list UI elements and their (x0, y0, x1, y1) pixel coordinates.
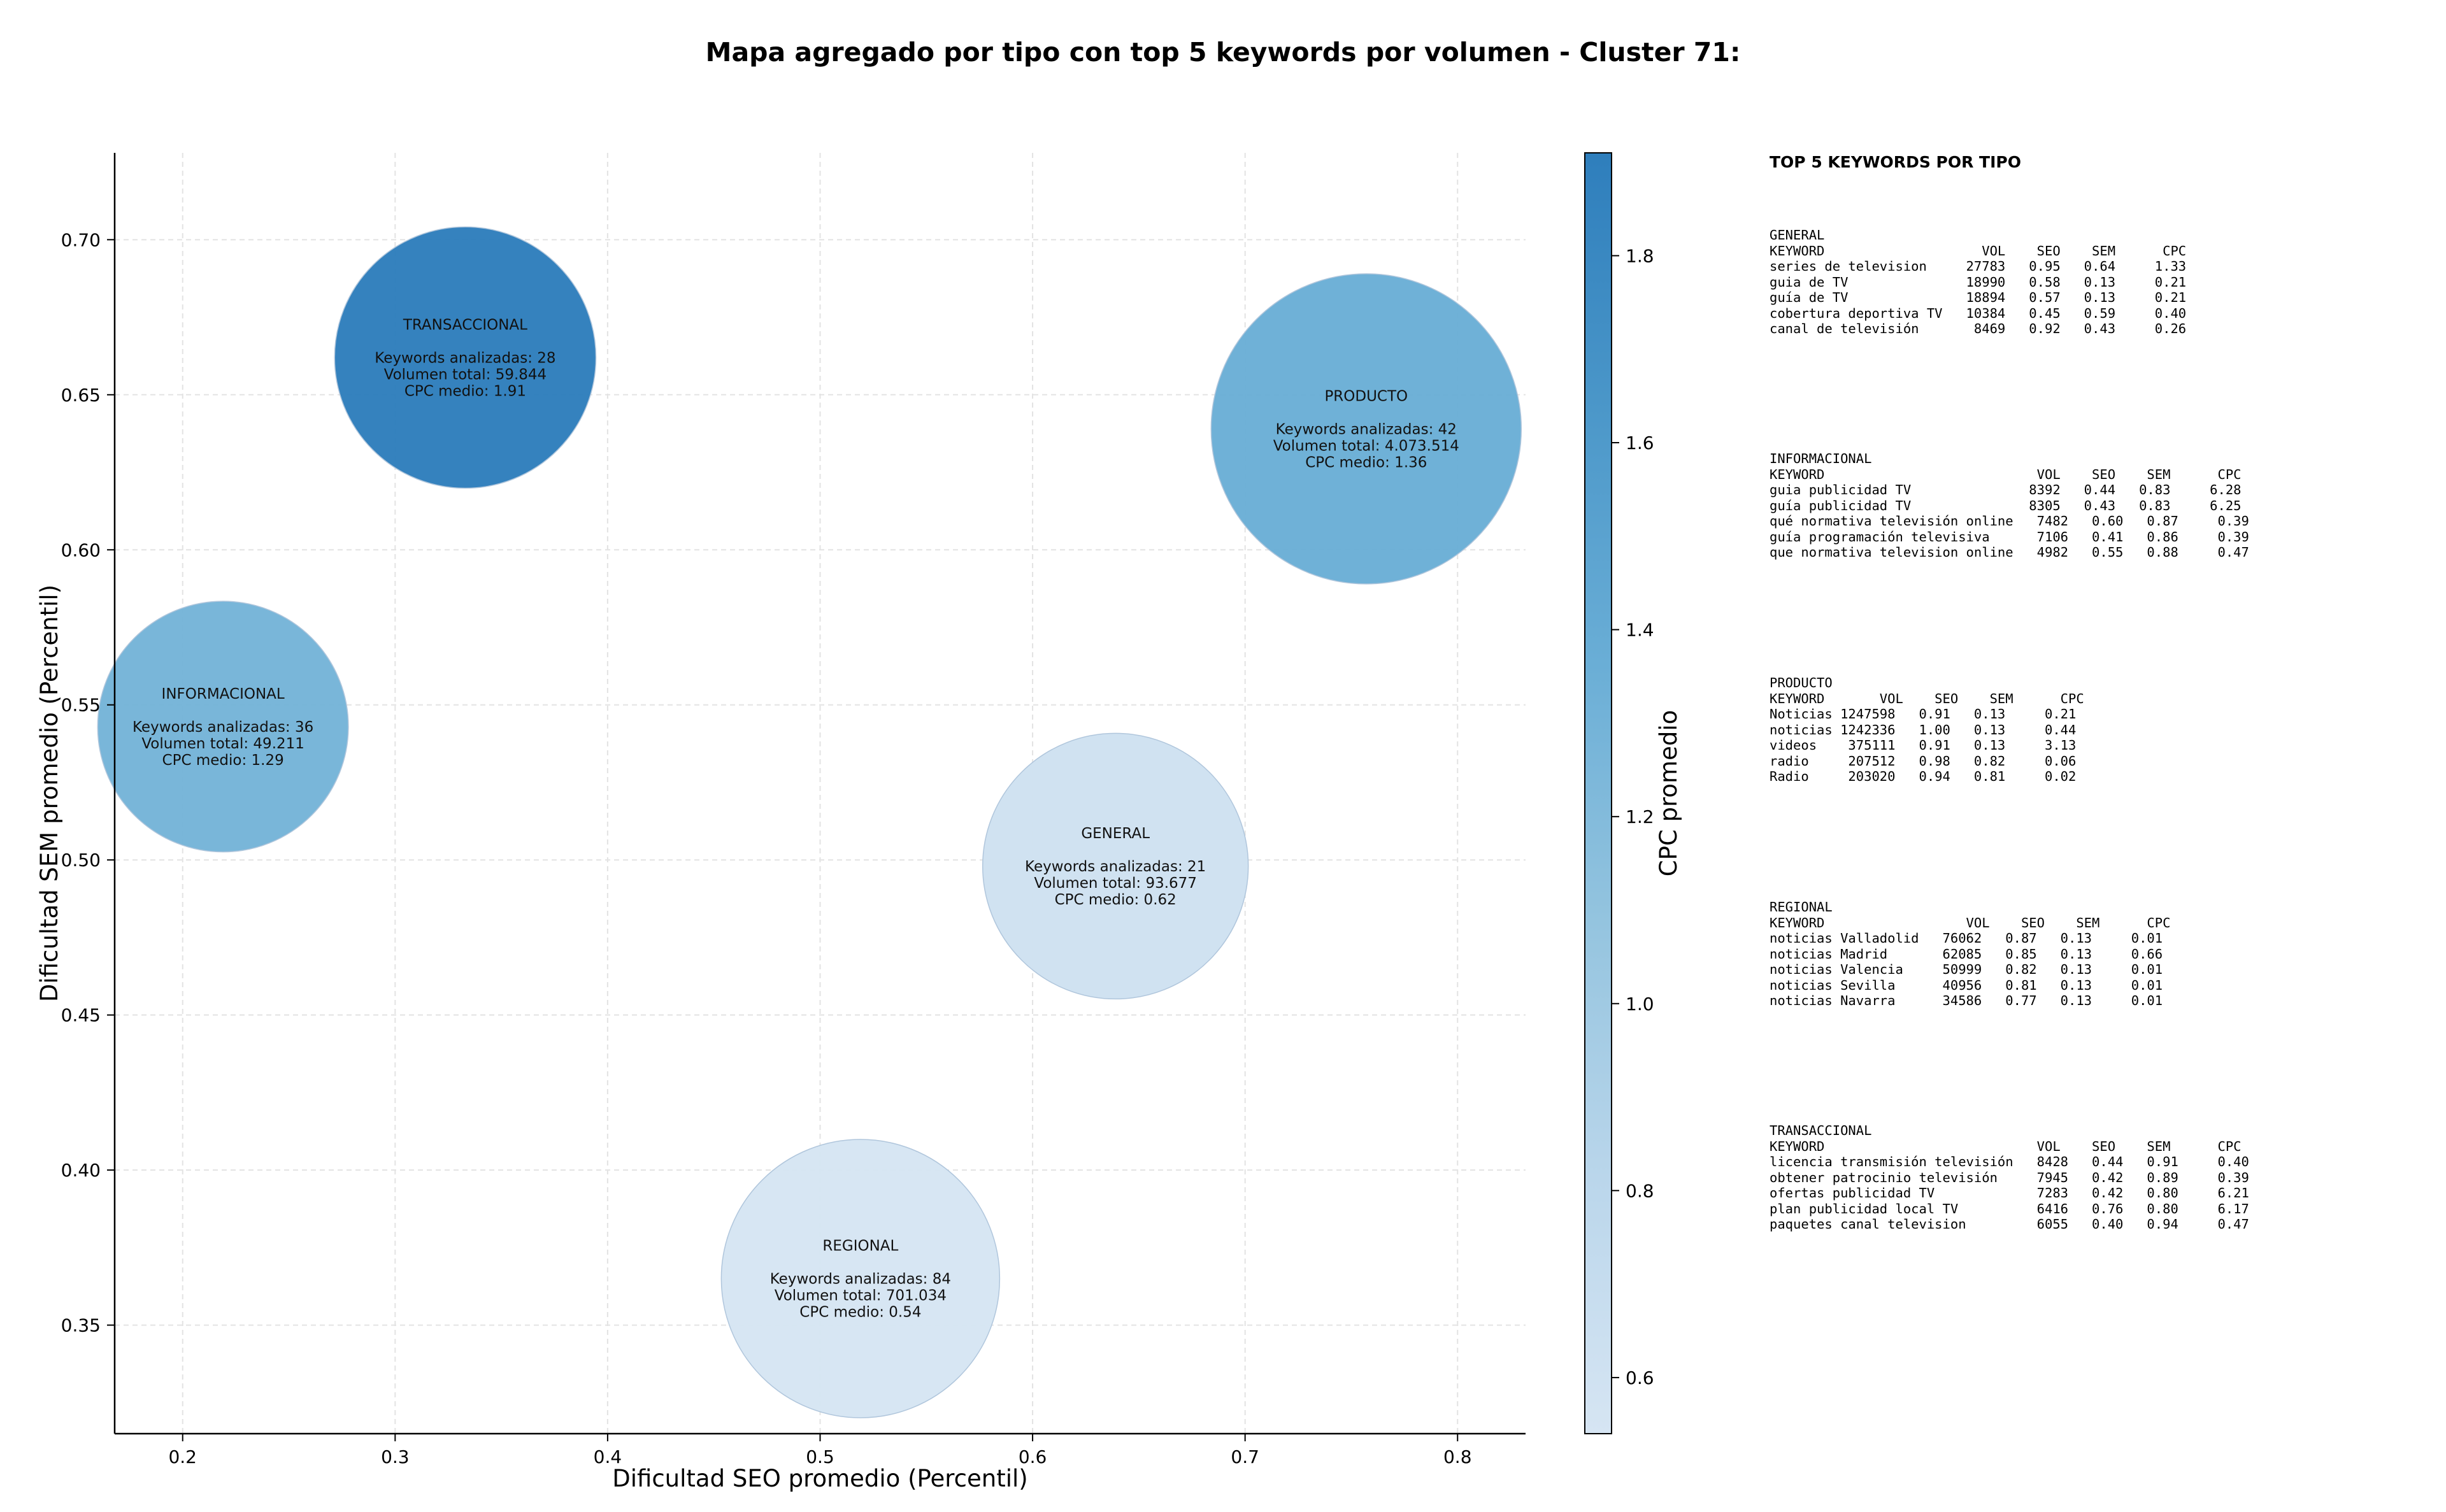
keyword-row: canal de televisión 8469 0.92 0.43 0.26 (1770, 321, 2187, 336)
colorbar: 0.6 0.8 1.0 1.2 1.4 1.6 1.8 CPC promedio (1584, 152, 1682, 1434)
keyword-block-regional: REGIONAL KEYWORD VOL SEO SEM CPC noticias … (1770, 899, 2170, 1009)
keyword-table-header: KEYWORD VOL SEO SEM CPC (1770, 690, 2084, 706)
bubble-label-general: CPC medio: 0.62 (1055, 892, 1177, 908)
bubble-label-transaccional: Keywords analizadas: 28 (375, 350, 555, 366)
bubble-label-producto: Keywords analizadas: 42 (1276, 421, 1457, 438)
keyword-block-general: GENERAL KEYWORD VOL SEO SEM CPC series de … (1770, 227, 2186, 337)
x-tick-label: 0.8 (1443, 1446, 1472, 1467)
axes: 0.2 0.3 0.4 0.5 0.6 0.7 0.8 0.35 0.40 0.45 0.50 0.5… (36, 153, 1526, 1492)
keyword-row: guía programación televisiva 7106 0.41 0… (1770, 529, 2249, 545)
colorbar-label: CPC promedio (1655, 710, 1682, 876)
x-tick-label: 0.7 (1231, 1446, 1259, 1467)
keyword-block-producto: PRODUCTO KEYWORD VOL SEO SEM CPC Noticias … (1770, 675, 2084, 785)
keyword-row: cobertura deportiva TV 10384 0.45 0.59 0… (1770, 305, 2187, 321)
keyword-row: Radio 203020 0.94 0.81 0.02 (1770, 769, 2077, 784)
bubble-label-general: Volumen total: 93.677 (1034, 875, 1197, 892)
x-tick-label: 0.5 (806, 1446, 834, 1467)
keyword-row: noticias Valencia 50999 0.82 0.13 0.01 (1770, 962, 2163, 977)
colorbar-gradient (1584, 152, 1612, 1434)
bubble-label-general: Keywords analizadas: 21 (1025, 859, 1206, 875)
colorbar-tick-label: 0.8 (1626, 1180, 1654, 1201)
bubble-general (982, 732, 1249, 1000)
keyword-row: guía de TV 18894 0.57 0.13 0.21 (1770, 290, 2187, 305)
bubble-label-regional: Keywords analizadas: 84 (770, 1271, 951, 1288)
keyword-row: ofertas publicidad TV 7283 0.42 0.80 6.2… (1770, 1185, 2249, 1201)
bubble-regional (720, 1139, 1001, 1418)
keyword-block-heading: REGIONAL (1770, 899, 1833, 915)
bubble-label-informacional: Keywords analizadas: 36 (132, 719, 313, 736)
keyword-block-heading: TRANSACCIONAL (1770, 1123, 1872, 1138)
y-tick-label: 0.60 (61, 539, 101, 560)
y-tick-label: 0.45 (61, 1005, 101, 1026)
keyword-row: licencia transmisión televisión 8428 0.4… (1770, 1154, 2249, 1169)
bubble-label-producto: PRODUCTO (1324, 388, 1408, 404)
x-tick-label: 0.6 (1019, 1446, 1047, 1467)
bubble-label-producto: Volumen total: 4.073.514 (1273, 438, 1459, 454)
colorbar-tick-label: 0.6 (1626, 1367, 1654, 1388)
keyword-table-header: KEYWORD VOL SEO SEM CPC (1770, 915, 2171, 931)
keyword-block-informacional: INFORMACIONAL KEYWORD VOL SEO SEM CPC guia… (1770, 451, 2249, 560)
bubble-label-regional: CPC medio: 0.54 (799, 1304, 921, 1321)
keyword-row: noticias Valladolid 76062 0.87 0.13 0.01 (1770, 931, 2163, 946)
colorbar-tick-label: 1.2 (1626, 806, 1654, 827)
keyword-row: radio 207512 0.98 0.82 0.06 (1770, 753, 2077, 769)
keyword-table-header: KEYWORD VOL SEO SEM CPC (1770, 243, 2187, 259)
keyword-row: plan publicidad local TV 6416 0.76 0.80 … (1770, 1201, 2249, 1216)
colorbar-tick-label: 1.0 (1626, 994, 1654, 1015)
y-tick-label: 0.65 (61, 385, 101, 406)
keyword-row: noticias 1242336 1.00 0.13 0.44 (1770, 722, 2077, 738)
bubble-label-regional: Volumen total: 701.034 (775, 1288, 947, 1304)
colorbar-tick-label: 1.8 (1626, 245, 1654, 266)
bubble-informacional (97, 601, 349, 853)
y-tick-label: 0.70 (61, 229, 101, 250)
keyword-row: series de television 27783 0.95 0.64 1.3… (1770, 259, 2187, 274)
bubble-producto (1210, 273, 1522, 585)
bubble-label-general: GENERAL (1081, 825, 1150, 842)
keyword-row: Noticias 1247598 0.91 0.13 0.21 (1770, 706, 2077, 722)
keyword-table-header: KEYWORD VOL SEO SEM CPC (1770, 1138, 2242, 1154)
keyword-table-header: KEYWORD VOL SEO SEM CPC (1770, 466, 2242, 482)
bubble-label-transaccional: CPC medio: 1.91 (404, 383, 526, 399)
keyword-row: videos 375111 0.91 0.13 3.13 (1770, 738, 2077, 753)
x-tick-label: 0.2 (168, 1446, 197, 1467)
bubble-transaccional (334, 226, 597, 489)
x-tick-label: 0.3 (381, 1446, 410, 1467)
keyword-block-transaccional: TRANSACCIONAL KEYWORD VOL SEO SEM CPC lice… (1770, 1123, 2249, 1232)
keyword-row: guía publicidad TV 8305 0.43 0.83 6.25 (1770, 497, 2242, 513)
keyword-row: noticias Sevilla 40956 0.81 0.13 0.01 (1770, 977, 2163, 993)
bubble-label-producto: CPC medio: 1.36 (1305, 454, 1427, 471)
bubble-label-regional: REGIONAL (822, 1238, 898, 1255)
keyword-row: paquetes canal television 6055 0.40 0.94… (1770, 1216, 2249, 1232)
chart-title: Mapa agregado por tipo con top 5 keyword… (705, 37, 1741, 68)
keyword-block-heading: PRODUCTO (1770, 675, 1833, 690)
keyword-block-heading: GENERAL (1770, 227, 1825, 243)
y-tick-label: 0.50 (61, 850, 101, 871)
bubble-label-transaccional: Volumen total: 59.844 (384, 366, 547, 383)
keyword-row: guia publicidad TV 8392 0.44 0.83 6.28 (1770, 482, 2242, 497)
bubble-label-transaccional: TRANSACCIONAL (403, 317, 527, 333)
keyword-row: guia de TV 18990 0.58 0.13 0.21 (1770, 274, 2187, 290)
panel-title: TOP 5 KEYWORDS POR TIPO (1770, 153, 2021, 171)
colorbar-tick-label: 1.6 (1626, 432, 1654, 453)
keyword-block-heading: INFORMACIONAL (1770, 451, 1872, 466)
bubble-label-informacional: INFORMACIONAL (162, 686, 285, 703)
y-tick-label: 0.40 (61, 1160, 101, 1181)
y-tick-label: 0.35 (61, 1315, 101, 1336)
colorbar-tick-label: 1.4 (1626, 620, 1654, 641)
y-axis-label: Dificultad SEM promedio (Percentil) (36, 585, 63, 1002)
keyword-row: qué normativa televisión online 7482 0.6… (1770, 513, 2249, 529)
bubble-label-informacional: CPC medio: 1.29 (162, 752, 284, 769)
bubble-label-informacional: Volumen total: 49.211 (141, 736, 304, 752)
keyword-row: noticias Navarra 34586 0.77 0.13 0.01 (1770, 993, 2163, 1008)
keyword-row: obtener patrocinio televisión 7945 0.42 … (1770, 1169, 2249, 1185)
x-tick-label: 0.4 (594, 1446, 622, 1467)
y-tick-label: 0.55 (61, 695, 101, 716)
keyword-row: que normativa television online 4982 0.5… (1770, 545, 2249, 560)
keyword-row: noticias Madrid 62085 0.85 0.13 0.66 (1770, 946, 2163, 962)
x-axis-label: Dificultad SEO promedio (Percentil) (612, 1465, 1027, 1492)
